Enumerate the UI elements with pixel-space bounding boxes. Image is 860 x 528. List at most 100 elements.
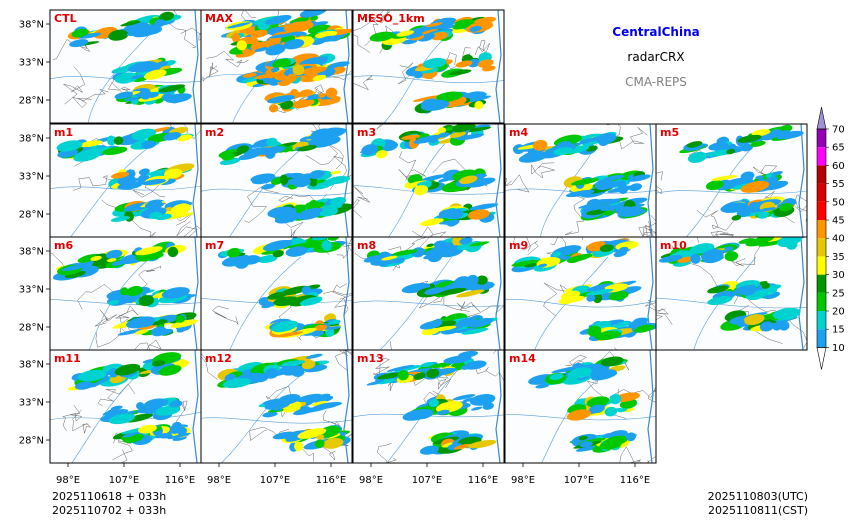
echo-cell bbox=[774, 130, 791, 135]
colorbar-tick-label: 20 bbox=[832, 307, 845, 318]
echo-cell bbox=[690, 253, 701, 264]
echo-cell bbox=[587, 325, 602, 337]
echo-cell bbox=[283, 39, 305, 50]
echo-cell bbox=[571, 178, 599, 186]
echo-cell bbox=[117, 328, 146, 336]
echo-cell bbox=[164, 212, 194, 220]
echo-cell bbox=[470, 406, 483, 411]
echo-cell bbox=[459, 237, 473, 245]
echo-cell bbox=[586, 396, 610, 408]
echo-cell bbox=[132, 26, 160, 38]
echo-cell bbox=[120, 287, 129, 297]
echo-cell bbox=[424, 287, 445, 295]
echo-cell bbox=[127, 61, 155, 73]
echo-cell bbox=[330, 197, 347, 206]
echo-cell bbox=[321, 240, 332, 251]
echo-cell bbox=[634, 324, 655, 333]
lon-tick-label: 107°E bbox=[564, 475, 594, 486]
lat-tick-label: 28°N bbox=[19, 323, 44, 334]
panel-label: m14 bbox=[509, 352, 536, 365]
echo-cell bbox=[262, 239, 293, 252]
echo-cell bbox=[310, 128, 333, 140]
echo-cell bbox=[77, 369, 107, 382]
rivers bbox=[201, 124, 352, 237]
echo-cell bbox=[596, 133, 617, 144]
echo-cell bbox=[151, 326, 167, 337]
echo-cell bbox=[301, 359, 316, 370]
panel-label: m1 bbox=[54, 126, 73, 139]
echo-cell bbox=[422, 57, 447, 69]
echo-cell bbox=[435, 91, 463, 102]
echo-cell bbox=[314, 393, 331, 399]
map-panel: m1 bbox=[49, 123, 202, 238]
echo-cell bbox=[102, 146, 128, 156]
echo-cell bbox=[449, 210, 463, 220]
echo-cell bbox=[298, 89, 313, 97]
echo-cell bbox=[578, 435, 588, 441]
panel-label: m6 bbox=[54, 239, 73, 252]
lat-tick-label: 33°N bbox=[19, 172, 44, 183]
echo-cell bbox=[600, 204, 624, 211]
axis-ticks: 38°N 33°N 28°N 38°N 33°N 28°N 38°N 33°N 28°N 38°N… bbox=[19, 20, 650, 487]
echo-cell bbox=[419, 174, 447, 182]
echo-cell bbox=[163, 168, 183, 179]
colorbar-tick-label: 50 bbox=[832, 197, 845, 208]
lon-tick-label: 116°E bbox=[316, 475, 346, 486]
echo-cell bbox=[553, 147, 573, 156]
echo-cell bbox=[686, 141, 703, 148]
echo-cell bbox=[170, 203, 192, 215]
lon-tick-label: 107°E bbox=[109, 475, 139, 486]
echo-cell bbox=[137, 424, 157, 434]
echo-cell bbox=[737, 134, 762, 143]
colorbar-extend-max bbox=[816, 106, 827, 130]
echo-cell bbox=[322, 203, 342, 211]
echo-cell bbox=[167, 246, 179, 258]
panel-frame bbox=[504, 349, 657, 464]
echo-cell bbox=[113, 136, 124, 145]
colorbar-tick-label: 15 bbox=[832, 325, 845, 336]
echo-cell bbox=[297, 428, 327, 439]
echo-cell bbox=[454, 328, 477, 333]
echo-cell bbox=[297, 145, 317, 152]
echo-cell bbox=[467, 439, 497, 449]
echo-cell bbox=[477, 59, 494, 68]
map-panel: m10 bbox=[655, 236, 808, 351]
echo-cell bbox=[308, 170, 325, 179]
echo-cell bbox=[285, 246, 308, 257]
echo-cell bbox=[460, 365, 470, 370]
echo-cell bbox=[628, 183, 642, 192]
lat-tick-label: 38°N bbox=[19, 134, 44, 145]
echo-cell bbox=[397, 370, 409, 381]
echo-cell bbox=[293, 407, 316, 416]
echo-cell bbox=[124, 96, 140, 102]
echo-cell bbox=[419, 445, 439, 455]
echo-cell bbox=[314, 439, 325, 448]
lon-tick-label: 98°E bbox=[56, 475, 80, 486]
panel-frame bbox=[655, 236, 808, 351]
echo-cell bbox=[369, 31, 395, 42]
radar-echoes bbox=[52, 241, 198, 337]
echo-cell bbox=[594, 330, 622, 341]
echo-cell bbox=[296, 207, 325, 220]
echo-cell bbox=[291, 98, 315, 109]
echo-cell bbox=[600, 356, 624, 367]
echo-cell bbox=[309, 16, 319, 21]
echo-cell bbox=[588, 198, 611, 207]
echo-cell bbox=[627, 174, 651, 182]
colorbar-segment bbox=[817, 256, 826, 275]
echo-cell bbox=[599, 244, 614, 252]
echo-cell bbox=[386, 364, 415, 372]
lat-tick-label: 28°N bbox=[19, 210, 44, 221]
radar-echoes bbox=[369, 16, 497, 114]
echo-cell bbox=[474, 100, 484, 110]
echo-cell bbox=[142, 359, 156, 364]
echo-cell bbox=[250, 29, 268, 38]
echo-cell bbox=[158, 365, 182, 376]
radar-echoes bbox=[218, 127, 352, 224]
echo-cell bbox=[535, 384, 549, 389]
echo-cell bbox=[532, 139, 548, 151]
echo-cell bbox=[438, 220, 458, 225]
echo-cell bbox=[558, 295, 585, 304]
panel-label: m7 bbox=[205, 239, 224, 252]
colorbar-tick-label: 25 bbox=[832, 288, 845, 299]
